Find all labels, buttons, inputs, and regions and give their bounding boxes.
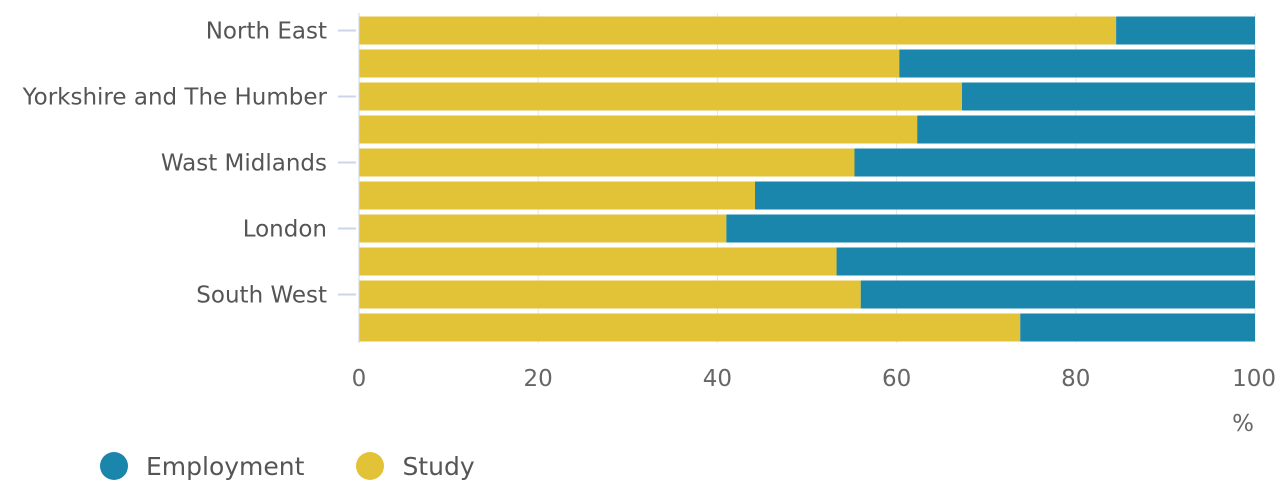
- bar-study-6: [359, 214, 727, 243]
- bar-study-0: [359, 16, 1117, 45]
- bar-employment-0: [1116, 16, 1255, 45]
- x-tick-label-2: 40: [703, 366, 732, 392]
- legend-item-employment[interactable]: Employment: [100, 452, 304, 481]
- bar-employment-6: [726, 214, 1255, 243]
- bar-employment-2: [962, 82, 1255, 111]
- bar-study-2: [359, 82, 963, 111]
- bar-employment-3: [917, 115, 1255, 144]
- x-tick-label-1: 20: [524, 366, 553, 392]
- legend-marker-employment: [100, 452, 128, 480]
- legend: Employment Study: [100, 441, 527, 491]
- bar-study-1: [359, 49, 900, 78]
- category-label-6: London: [243, 217, 327, 243]
- legend-marker-study: [356, 452, 385, 480]
- bar-employment-4: [854, 148, 1255, 177]
- category-label-8: South West: [196, 283, 327, 309]
- bar-study-4: [359, 148, 855, 177]
- x-tick-label-0: 0: [352, 366, 367, 392]
- x-tick-label-4: 80: [1061, 366, 1090, 392]
- x-tick-label-5: 100: [1232, 366, 1276, 392]
- bar-employment-1: [899, 49, 1255, 78]
- bar-employment-9: [1020, 313, 1255, 342]
- bar-employment-8: [860, 280, 1255, 309]
- bar-study-5: [359, 181, 756, 210]
- legend-label-employment: Employment: [146, 451, 305, 481]
- bar-study-8: [359, 280, 861, 309]
- bar-study-9: [359, 313, 1021, 342]
- category-label-4: Wast Midlands: [161, 151, 327, 177]
- x-axis-unit: %: [1232, 411, 1254, 437]
- legend-item-study[interactable]: Study: [356, 451, 475, 481]
- x-tick-label-3: 60: [882, 366, 911, 392]
- category-label-2: Yorkshire and The Humber: [22, 85, 328, 111]
- bar-employment-7: [836, 247, 1255, 276]
- bar-employment-5: [755, 181, 1255, 210]
- bar-study-3: [359, 115, 918, 144]
- bar-study-7: [359, 247, 837, 276]
- category-label-0: North East: [206, 19, 327, 45]
- legend-label-study: Study: [402, 451, 475, 481]
